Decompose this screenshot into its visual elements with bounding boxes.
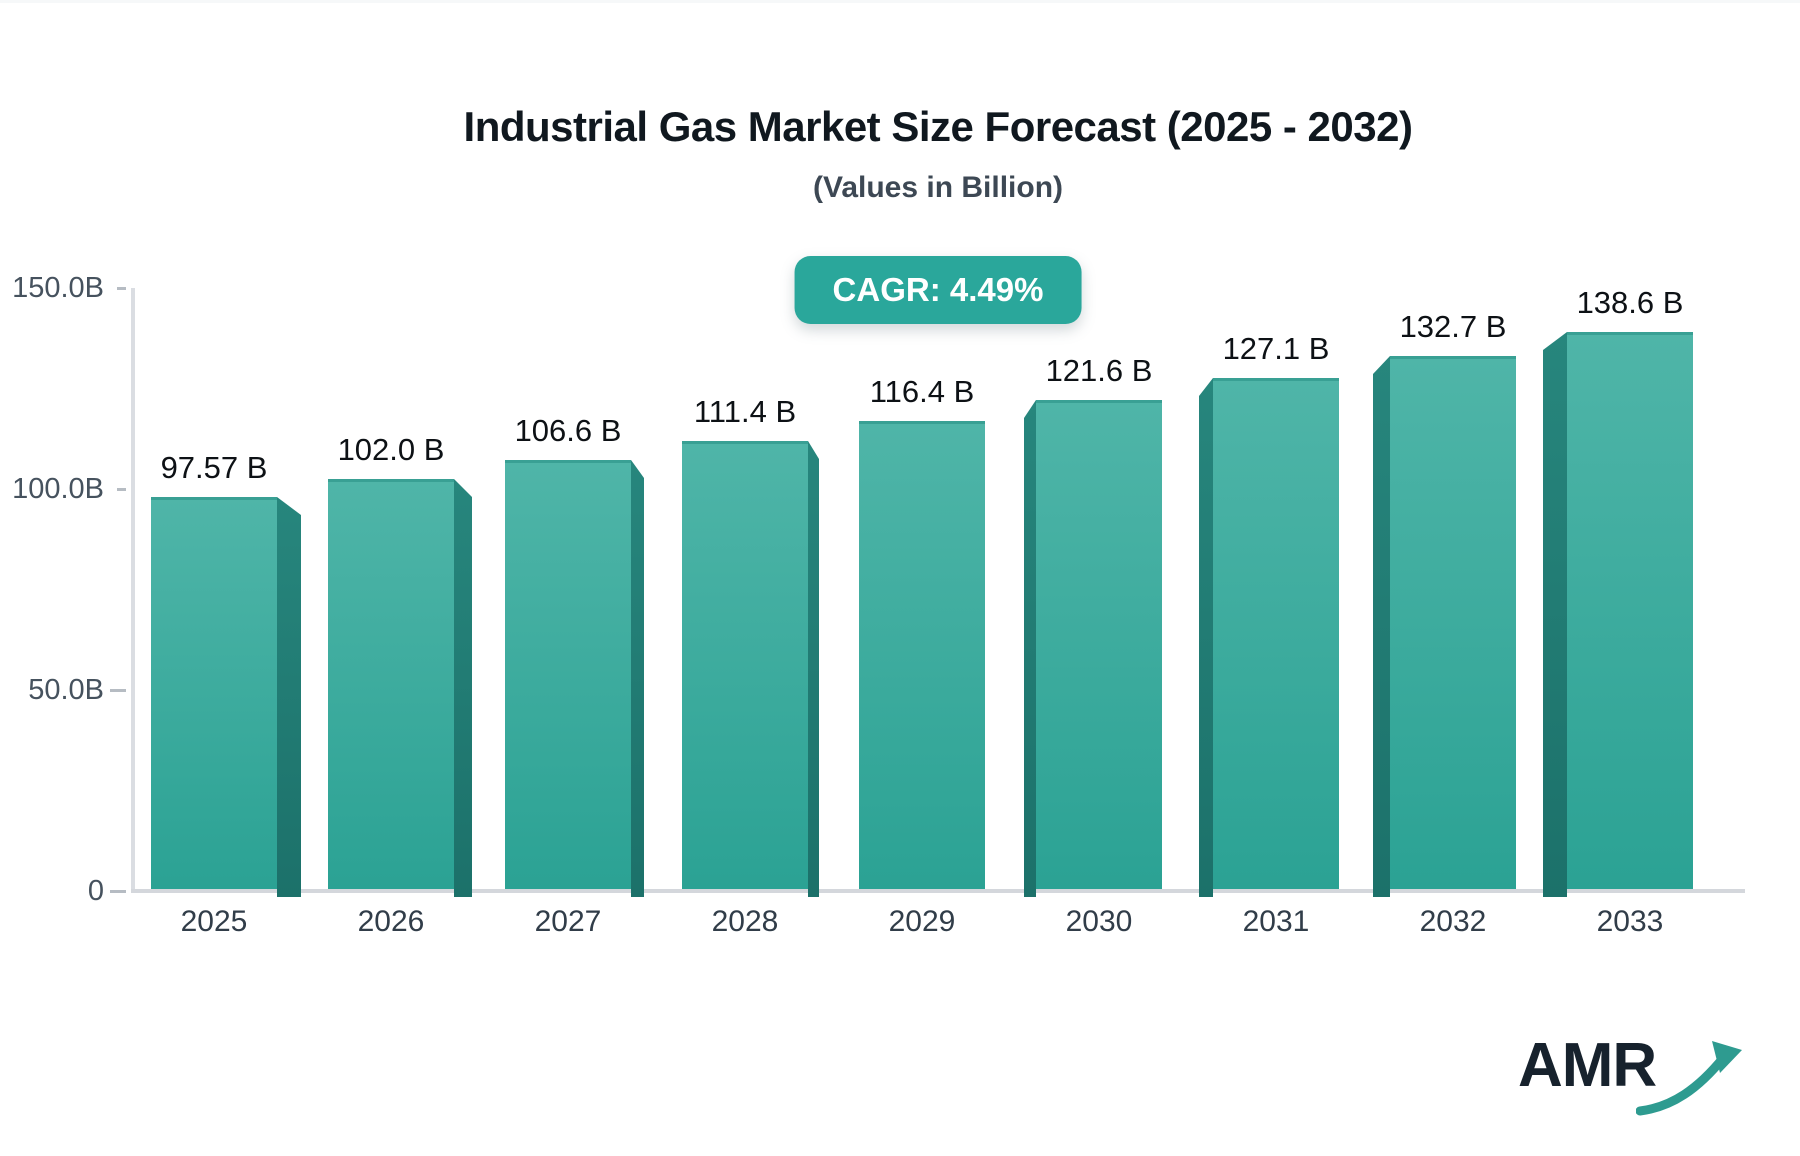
bar-value-label-2025: 97.57 B [160,450,268,485]
x-axis-label-2026: 2026 [357,905,425,938]
bar-side-face-2032 [1373,356,1390,897]
bar-side-face-2028 [808,441,819,897]
bar-side-face-2030 [1024,400,1036,897]
bar-side-face-2025 [277,497,301,897]
bar-value-label-2032: 132.7 B [1399,309,1507,344]
y-axis-line [131,288,135,893]
chart-title: Industrial Gas Market Size Forecast (202… [463,103,1413,150]
bar-value-label-2030: 121.6 B [1045,353,1153,388]
y-axis-label-150.0B: 150.0B [12,272,104,304]
bar-2026 [328,479,454,889]
bar-2031 [1213,378,1339,889]
y-axis-tick [117,287,126,290]
y-axis-tick [117,488,126,491]
x-axis-label-2030: 2030 [1065,905,1133,938]
x-axis-label-2032: 2032 [1419,905,1487,938]
amr-logo-text: AMR [1518,1031,1657,1100]
bar-side-face-2031 [1199,378,1213,897]
x-axis-label-2028: 2028 [711,905,779,938]
y-axis-tick [110,890,126,893]
x-axis-label-2031: 2031 [1242,905,1310,938]
x-axis-baseline [131,889,1745,893]
chart-subtitle: (Values in Billion) [812,171,1064,204]
bar-2029 [859,421,985,889]
bar-value-label-2029: 116.4 B [869,374,975,409]
cagr-badge: CAGR: 4.49% [794,256,1082,324]
y-axis-label-50.0B: 50.0B [28,674,104,706]
bar-value-label-2031: 127.1 B [1222,331,1330,366]
y-axis-label-100.0B: 100.0B [12,473,104,505]
bar-2032 [1390,356,1516,889]
bar-2033 [1567,332,1693,889]
bar-side-face-2033 [1543,332,1567,897]
trend-up-arrow-icon [1636,1041,1742,1116]
bar-2025 [151,497,277,889]
bar-side-face-2026 [454,479,472,897]
x-axis-label-2027: 2027 [534,905,602,938]
amr-logo: AMR [1518,1031,1742,1127]
bar-value-label-2033: 138.6 B [1576,285,1684,320]
x-axis-label-2029: 2029 [888,905,956,938]
bar-side-face-2027 [631,460,644,897]
bar-value-label-2028: 111.4 B [693,394,797,429]
bar-2030 [1036,400,1162,889]
x-axis-label-2033: 2033 [1596,905,1664,938]
y-axis-tick [110,689,126,692]
bar-2028 [682,441,808,889]
y-axis-label-0: 0 [87,875,104,907]
x-axis-label-2025: 2025 [180,905,248,938]
bar-2027 [505,460,631,889]
bar-value-label-2026: 102.0 B [337,432,445,467]
bar-value-label-2027: 106.6 B [514,413,622,448]
